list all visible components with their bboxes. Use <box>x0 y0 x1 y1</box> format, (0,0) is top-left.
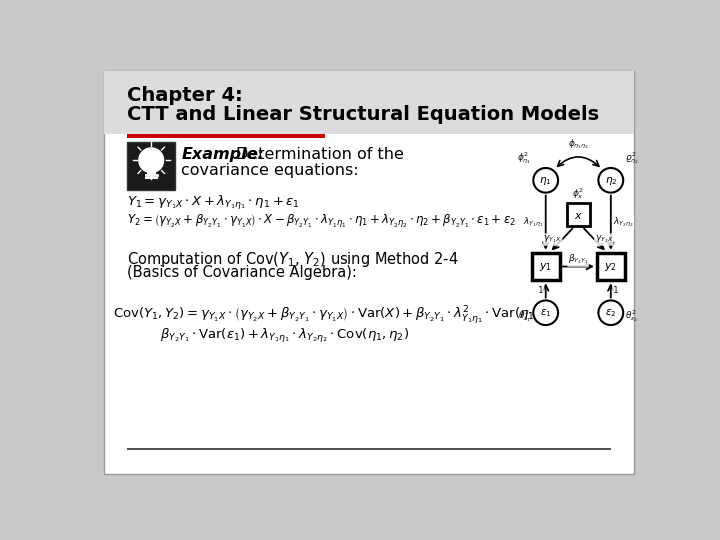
Text: 1: 1 <box>613 286 618 295</box>
Circle shape <box>534 168 558 193</box>
Bar <box>532 253 559 280</box>
Text: $\varepsilon_2$: $\varepsilon_2$ <box>605 308 616 320</box>
Bar <box>567 204 590 226</box>
Text: $\phi_{\eta_1\eta_2}$: $\phi_{\eta_1\eta_2}$ <box>567 138 589 151</box>
Text: $\phi^2_{\eta_1}$: $\phi^2_{\eta_1}$ <box>518 151 532 166</box>
Text: (Basics of Covariance Algebra):: (Basics of Covariance Algebra): <box>127 265 357 280</box>
Text: $\beta_{Y_2Y_1} \cdot \mathrm{Var}\left(\varepsilon_1\right) + \lambda_{Y_1\eta_: $\beta_{Y_2Y_1} \cdot \mathrm{Var}\left(… <box>160 327 409 345</box>
Circle shape <box>139 148 163 173</box>
Bar <box>127 134 325 138</box>
Bar <box>147 171 156 177</box>
Text: $\phi^2_x$: $\phi^2_x$ <box>572 186 584 201</box>
Bar <box>597 253 625 280</box>
Text: $\varrho^2_{\eta_2}$: $\varrho^2_{\eta_2}$ <box>625 151 639 166</box>
Bar <box>127 142 175 190</box>
Text: Computation of Cov($Y_1$, $Y_2$) using Method 2-4: Computation of Cov($Y_1$, $Y_2$) using M… <box>127 249 459 268</box>
Text: CTT and Linear Structural Equation Models: CTT and Linear Structural Equation Model… <box>127 105 599 124</box>
Text: Determination of the: Determination of the <box>235 147 404 162</box>
Circle shape <box>534 300 558 325</box>
Text: $\mathrm{Cov}\left(Y_1, Y_2\right) = \gamma_{Y_1X} \cdot \left(\gamma_{Y_2X} + \: $\mathrm{Cov}\left(Y_1, Y_2\right) = \ga… <box>113 303 554 326</box>
Circle shape <box>598 300 624 325</box>
Text: $\gamma_{Y_1X}$: $\gamma_{Y_1X}$ <box>544 234 562 245</box>
Text: $y_2$: $y_2$ <box>604 261 617 273</box>
Circle shape <box>598 168 624 193</box>
Text: Example:: Example: <box>181 147 264 162</box>
Text: $\theta^2_{\varepsilon_1}$: $\theta^2_{\varepsilon_1}$ <box>518 308 532 324</box>
Text: $Y_1 = \gamma_{Y_1X} \cdot X + \lambda_{Y_1\eta_1} \cdot \eta_1 + \varepsilon_1$: $Y_1 = \gamma_{Y_1X} \cdot X + \lambda_{… <box>127 194 300 212</box>
Text: covariance equations:: covariance equations: <box>181 163 359 178</box>
Text: $\gamma_{Y_2X}$: $\gamma_{Y_2X}$ <box>595 234 613 245</box>
Bar <box>104 71 634 134</box>
Text: $y_1$: $y_1$ <box>539 261 552 273</box>
Text: $x$: $x$ <box>574 211 582 221</box>
Bar <box>127 448 611 450</box>
Text: $\varepsilon_1$: $\varepsilon_1$ <box>540 308 552 320</box>
Text: $\theta^2_{\varepsilon_2}$: $\theta^2_{\varepsilon_2}$ <box>625 308 638 324</box>
Text: 1: 1 <box>538 286 544 295</box>
Text: Chapter 4:: Chapter 4: <box>127 86 243 105</box>
Text: $Y_2 = \left(\gamma_{Y_2X} + \beta_{Y_2Y_1} \cdot \gamma_{Y_1X}\right) \cdot X -: $Y_2 = \left(\gamma_{Y_2X} + \beta_{Y_2Y… <box>127 213 516 230</box>
Text: $\lambda_{Y_2\eta_2}$: $\lambda_{Y_2\eta_2}$ <box>613 216 634 229</box>
Text: $\eta_1$: $\eta_1$ <box>539 175 552 187</box>
Text: $\lambda_{Y_1\eta_1}$: $\lambda_{Y_1\eta_1}$ <box>523 216 544 229</box>
Text: $\eta_2$: $\eta_2$ <box>605 175 617 187</box>
Text: $\beta_{Y_2Y_1}$: $\beta_{Y_2Y_1}$ <box>568 253 589 266</box>
